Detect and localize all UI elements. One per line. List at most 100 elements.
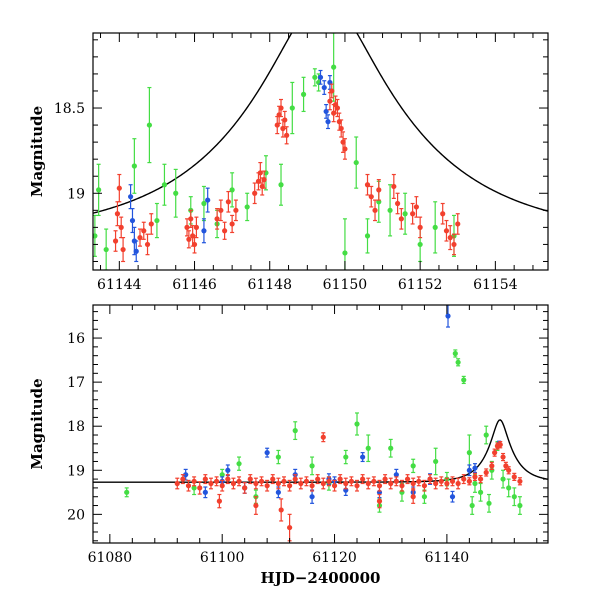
data-point-red bbox=[309, 483, 315, 489]
data-point-red bbox=[376, 187, 382, 193]
plot-area bbox=[93, 33, 548, 270]
data-point-red bbox=[284, 132, 290, 138]
data-point-red bbox=[298, 480, 304, 487]
series-blue bbox=[128, 69, 333, 263]
panel-bottom: 61080 61100 61120 61140 16 17 18 19 20 Magnitude H… bbox=[28, 304, 549, 587]
data-point-red bbox=[225, 199, 231, 205]
data-point-green bbox=[511, 494, 517, 500]
data-point-green bbox=[103, 246, 109, 253]
data-point-red bbox=[230, 480, 237, 487]
data-point-red bbox=[489, 463, 495, 469]
y-axis-label: Magnitude bbox=[28, 378, 46, 469]
data-point-red bbox=[197, 485, 203, 491]
data-point-red bbox=[278, 507, 284, 513]
data-point-red bbox=[483, 469, 489, 476]
data-point-green bbox=[93, 233, 98, 239]
x-tick-label: 61148 bbox=[247, 277, 292, 293]
data-point-red bbox=[371, 478, 377, 484]
y-axis-label: Magnitude bbox=[28, 106, 46, 197]
data-point-red bbox=[492, 450, 498, 456]
data-point-red bbox=[327, 98, 333, 104]
data-point-red bbox=[141, 228, 147, 234]
y-tick-label: 19 bbox=[67, 463, 85, 479]
data-point-green bbox=[517, 502, 523, 509]
data-point-red bbox=[258, 478, 265, 484]
data-point-blue bbox=[201, 228, 207, 234]
x-tick-label: 61154 bbox=[473, 277, 518, 293]
data-point-green bbox=[388, 445, 394, 451]
data-point-red bbox=[455, 480, 461, 487]
data-point-red bbox=[252, 190, 258, 196]
data-point-red bbox=[326, 478, 332, 484]
data-point-red bbox=[364, 182, 371, 188]
data-point-red bbox=[247, 476, 253, 482]
data-point-blue bbox=[472, 465, 478, 471]
data-point-green bbox=[300, 91, 307, 97]
data-point-red bbox=[213, 478, 220, 484]
data-point-green bbox=[191, 485, 197, 491]
data-point-green bbox=[219, 472, 225, 478]
y-tick-label: 16 bbox=[67, 331, 85, 347]
data-point-blue bbox=[275, 489, 281, 495]
data-point-red bbox=[233, 207, 239, 213]
data-point-red bbox=[410, 211, 416, 217]
data-point-red bbox=[334, 105, 341, 111]
x-tick-label: 61152 bbox=[398, 277, 443, 293]
data-point-red bbox=[118, 224, 124, 230]
data-point-red bbox=[264, 483, 270, 489]
x-tick-label: 61146 bbox=[172, 277, 217, 293]
data-point-red bbox=[500, 454, 506, 460]
data-point-red bbox=[343, 480, 349, 487]
data-point-red bbox=[511, 474, 517, 480]
model-curve bbox=[93, 33, 548, 214]
data-point-red bbox=[388, 480, 394, 487]
data-point-red bbox=[218, 207, 224, 213]
data-point-red bbox=[116, 185, 122, 191]
data-point-green bbox=[486, 500, 492, 506]
data-point-red bbox=[354, 483, 360, 489]
data-point-red bbox=[517, 478, 523, 484]
data-point-red bbox=[193, 224, 200, 230]
data-point-green bbox=[278, 182, 284, 188]
data-point-blue bbox=[317, 74, 324, 80]
data-point-green bbox=[131, 163, 137, 169]
data-point-green bbox=[506, 485, 512, 491]
data-point-red bbox=[394, 200, 401, 207]
data-point-green bbox=[500, 476, 506, 482]
data-point-red bbox=[466, 478, 472, 484]
data-point-green bbox=[343, 454, 349, 460]
data-point-green bbox=[244, 204, 250, 210]
data-point-blue bbox=[225, 467, 231, 473]
data-point-red bbox=[222, 228, 228, 234]
data-point-red bbox=[253, 502, 259, 509]
data-point-red bbox=[148, 221, 154, 227]
data-point-blue bbox=[264, 450, 270, 456]
data-point-red bbox=[229, 221, 235, 227]
data-point-red bbox=[506, 467, 512, 473]
data-point-red bbox=[287, 524, 293, 531]
data-point-green bbox=[477, 489, 484, 495]
data-point-green bbox=[354, 421, 360, 427]
data-point-red bbox=[368, 194, 374, 200]
x-tick-label: 61080 bbox=[88, 550, 133, 566]
data-point-red bbox=[225, 476, 231, 482]
data-point-green bbox=[96, 187, 102, 193]
data-point-red bbox=[202, 476, 208, 482]
panel-frame bbox=[92, 304, 549, 544]
data-point-red bbox=[185, 483, 192, 489]
data-point-blue bbox=[445, 313, 451, 319]
data-point-red bbox=[214, 216, 220, 222]
data-point-red bbox=[303, 478, 310, 484]
data-point-green bbox=[312, 74, 318, 80]
data-point-green bbox=[236, 461, 242, 467]
data-point-red bbox=[427, 476, 433, 482]
data-point-red bbox=[348, 478, 354, 484]
data-point-red bbox=[438, 478, 444, 484]
data-point-red bbox=[236, 478, 242, 484]
series-red bbox=[174, 432, 523, 542]
data-point-green bbox=[229, 187, 235, 193]
y-tick-label: 20 bbox=[67, 507, 85, 523]
data-point-green bbox=[387, 207, 393, 213]
data-point-green bbox=[421, 494, 428, 500]
